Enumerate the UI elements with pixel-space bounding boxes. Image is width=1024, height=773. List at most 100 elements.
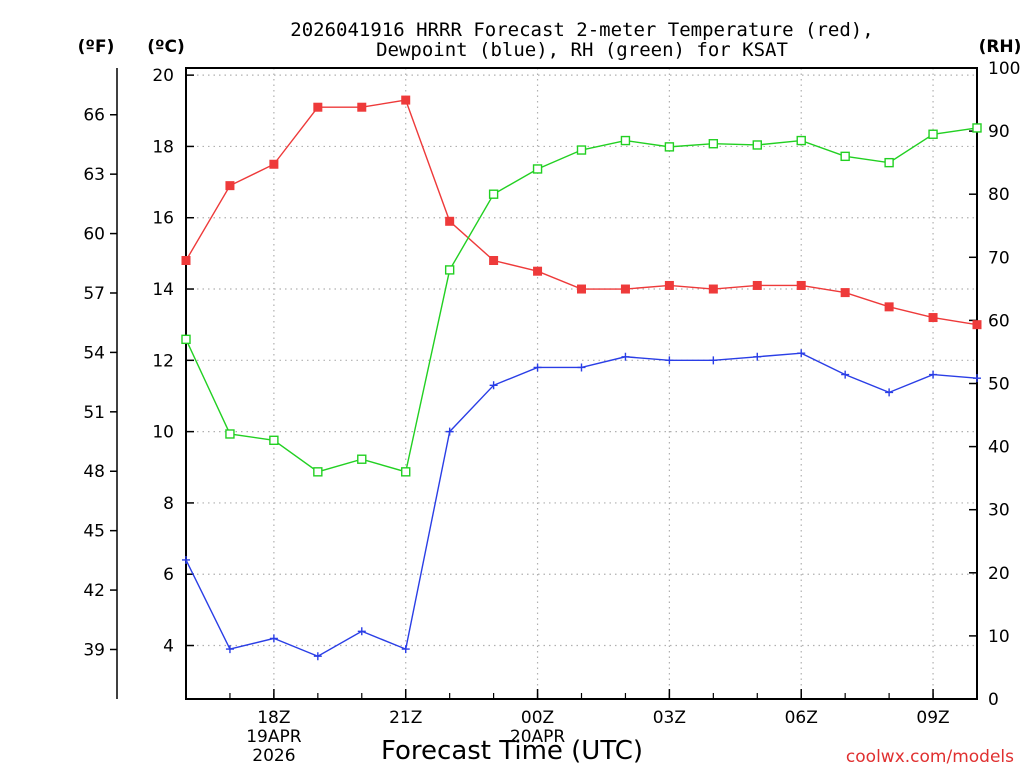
temperature-point [972,320,982,330]
x-tick-label: 06Z [785,708,818,728]
dewpoint-point [665,356,674,365]
rh-point [401,467,411,477]
dewpoint-point [621,352,630,361]
rh-tick-label: 90 [988,122,1010,142]
fahrenheit-tick-label: 60 [83,225,105,245]
rh-point [532,164,543,174]
credit-text: coolwx.com/models [846,747,1014,767]
fahrenheit-axis-unit-label: (ºF) [78,37,115,57]
temperature-point [708,284,718,294]
temperature-point [401,95,411,105]
dewpoint-point [225,645,234,654]
rh-point [884,157,894,168]
celsius-tick-label: 16 [152,209,174,229]
series-rh [181,123,982,477]
fahrenheit-tick-label: 66 [83,106,105,126]
temperature-point [928,313,938,323]
fahrenheit-tick-label: 57 [83,284,105,304]
rh-point [225,429,235,439]
chart-title-line1: 2026041916 HRRR Forecast 2-meter Tempera… [290,19,873,41]
celsius-tick-label: 4 [163,637,174,657]
rh-point [488,189,499,199]
series-layer [181,95,982,661]
rh-tick-label: 100 [988,59,1020,79]
dewpoint-point [445,427,454,436]
chart-title-line2: Dewpoint (blue), RH (green) for KSAT [376,39,788,61]
rh-tick-label: 30 [988,501,1010,521]
fahrenheit-tick-label: 45 [83,522,105,542]
celsius-tick-label: 6 [163,565,174,585]
dewpoint-point [753,352,762,361]
dewpoint-point [269,634,278,643]
temperature-point [445,216,455,226]
rh-point [576,145,587,155]
rh-tick-label: 60 [988,311,1010,331]
rh-axis-unit-label: (RH) [979,37,1022,57]
temperature-point [489,256,499,266]
dewpoint-point [929,370,938,379]
rh-point [269,435,279,445]
rh-point [313,467,323,477]
temperature-point [313,102,323,112]
rh-point [752,140,762,150]
x-tick-label: 21Z [389,708,422,728]
rh-tick-label: 70 [988,248,1010,268]
axes-layer: 4 6 8 10 12 14 16 18 20 39 42 45 48 51 54 57 60 63 66 0 10 20… [83,59,1020,766]
dewpoint-point [973,374,981,383]
series-temperature [181,95,982,330]
dewpoint-point [489,381,498,390]
temperature-point [620,284,630,294]
rh-point [796,135,806,146]
temperature-point [357,102,367,112]
x-tick-label: 18Z [257,708,290,728]
temperature-point [269,159,279,169]
fahrenheit-tick-label: 63 [83,165,105,185]
rh-tick-label: 10 [988,627,1010,647]
series-dewpoint [182,349,981,661]
temperature-point [796,280,806,290]
plot-frame [185,67,978,700]
rh-tick-label: 50 [988,375,1010,395]
dewpoint-point [182,555,190,564]
x-tick-label: 09Z [916,708,949,728]
rh-tick-label: 0 [988,690,999,710]
x-tick-label: 2026 [252,746,295,766]
grid-layer [186,68,977,699]
temperature-point [840,288,850,298]
rh-point [444,265,455,275]
fahrenheit-tick-label: 39 [83,640,105,660]
dewpoint-point [797,349,806,358]
dewpoint-point [841,370,850,379]
rh-point [181,334,191,345]
dewpoint-point [709,356,718,365]
rh-tick-label: 40 [988,438,1010,458]
celsius-tick-label: 8 [163,494,174,514]
celsius-tick-label: 10 [152,423,174,443]
dewpoint-point [533,363,542,372]
rh-point [664,142,675,152]
rh-tick-label: 80 [988,185,1010,205]
x-axis-label: Forecast Time (UTC) [381,736,643,766]
temperature-point [225,181,235,191]
temperature-point [533,266,543,276]
series-line-rh [185,127,978,473]
dewpoint-point [577,363,586,372]
dewpoint-point [313,652,322,661]
dewpoint-point [885,388,894,397]
celsius-tick-label: 18 [152,137,174,157]
rh-point [840,151,850,162]
x-tick-label: 00Z [521,708,554,728]
x-tick-label: 03Z [653,708,686,728]
temperature-point [752,280,762,290]
rh-point [928,129,938,139]
dewpoint-point [357,627,366,636]
celsius-tick-label: 20 [152,66,174,86]
celsius-tick-label: 12 [152,351,174,371]
fahrenheit-tick-label: 42 [83,581,105,601]
fahrenheit-tick-label: 48 [83,462,105,482]
temperature-point [664,280,674,290]
celsius-tick-label: 14 [152,280,174,300]
rh-point [620,135,631,146]
